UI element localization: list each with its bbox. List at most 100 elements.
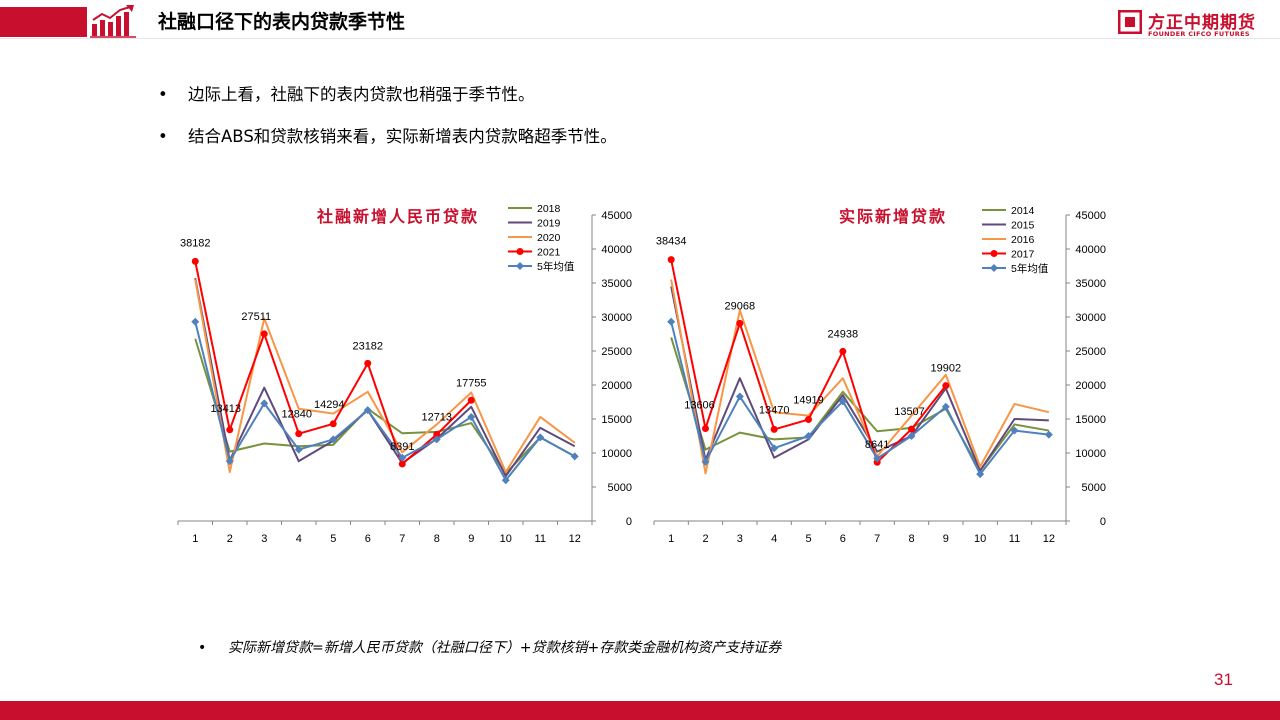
legend-label: 2018 — [537, 203, 561, 215]
footnote-text: 实际新增贷款=新增人民币贷款（社融口径下）+贷款核销+存款类金融机构资产支持证券 — [228, 640, 782, 656]
data-label: 23182 — [352, 340, 383, 352]
x-tick-label: 9 — [468, 533, 474, 545]
series-point-5年均值 — [804, 432, 813, 440]
y-tick-label: 10000 — [601, 448, 632, 460]
series-line-2019 — [194, 278, 576, 478]
series-point-2021 — [433, 431, 441, 439]
data-label: 13507 — [894, 406, 925, 418]
series-point-5年均值 — [941, 402, 950, 411]
series-point-5年均值 — [191, 317, 200, 326]
logo-text-cn: 方正中期期货 — [1148, 13, 1256, 33]
x-tick-label: 4 — [771, 533, 777, 545]
bullet-dot: • — [198, 640, 207, 656]
series-line-5年均值 — [194, 321, 576, 482]
series-point-5年均值 — [770, 444, 779, 453]
y-tick-label: 0 — [1100, 516, 1106, 528]
data-label: 13606 — [684, 399, 715, 411]
y-tick-label: 40000 — [601, 244, 632, 256]
series-point-5年均值 — [294, 445, 303, 454]
legend-label: 2021 — [537, 247, 561, 259]
chart-title: 社融新增人民币贷款 — [316, 207, 479, 226]
x-tick-label: 5 — [330, 533, 336, 545]
bullet-dot: • — [158, 85, 168, 104]
series-line-5年均值 — [670, 321, 1049, 476]
y-tick-label: 20000 — [601, 380, 632, 392]
series-point-2017 — [805, 416, 812, 424]
series-point-5年均值 — [398, 453, 407, 462]
y-tick-label: 45000 — [1075, 210, 1106, 222]
page-title: 社融口径下的表内贷款季节性 — [158, 11, 406, 33]
series-point-2017 — [667, 256, 675, 264]
data-label: 14919 — [793, 395, 824, 407]
header-accent-bar — [0, 7, 87, 37]
series-line-2016 — [670, 279, 1050, 475]
legend-label: 2019 — [537, 218, 561, 230]
data-label: 24938 — [828, 328, 859, 340]
x-tick-label: 9 — [943, 533, 949, 545]
data-label: 13470 — [759, 404, 790, 416]
series-point-5年均值 — [976, 470, 985, 479]
x-tick-label: 8 — [908, 533, 914, 545]
page-number: 31 — [1214, 670, 1233, 689]
data-label: 38182 — [180, 237, 211, 249]
y-tick-label: 20000 — [1075, 380, 1106, 392]
x-tick-label: 11 — [1009, 533, 1020, 545]
legend-marker-5年均值 — [990, 264, 998, 272]
y-tick-label: 30000 — [601, 312, 632, 324]
y-tick-label: 30000 — [1075, 312, 1106, 324]
series-line-2021 — [194, 261, 472, 465]
y-tick-label: 0 — [626, 516, 632, 528]
footer-bar — [0, 701, 1280, 720]
x-tick-label: 11 — [535, 533, 546, 545]
x-tick-label: 10 — [974, 533, 986, 545]
data-label: 19902 — [931, 363, 962, 375]
legend-marker-2021 — [516, 248, 524, 255]
series-point-5年均值 — [501, 476, 510, 485]
x-tick-label: 5 — [805, 533, 811, 545]
series-point-5年均值 — [329, 435, 338, 444]
x-tick-label: 8 — [434, 533, 440, 545]
y-tick-label: 10000 — [1075, 448, 1106, 460]
series-point-2021 — [191, 257, 199, 265]
series-point-2017 — [702, 424, 709, 432]
bullet-dot: • — [158, 127, 168, 146]
series-point-5年均值 — [1010, 426, 1019, 435]
y-tick-label: 35000 — [601, 278, 632, 290]
legend-label: 5年均值 — [537, 260, 575, 273]
chart-title: 实际新增贷款 — [839, 207, 947, 226]
legend-label: 2020 — [537, 232, 561, 244]
series-line-2017 — [670, 259, 947, 464]
bullet-text: 边际上看，社融下的表内贷款也稍强于季节性。 — [188, 85, 535, 104]
x-tick-label: 10 — [500, 533, 512, 545]
x-tick-label: 3 — [737, 533, 743, 545]
series-point-5年均值 — [1044, 430, 1053, 439]
y-tick-label: 35000 — [1075, 278, 1106, 290]
x-tick-label: 7 — [874, 533, 880, 545]
legend-label: 2015 — [1011, 220, 1035, 232]
series-line-2020 — [194, 279, 576, 474]
company-logo: 方正中期期货 FOUNDER CIFCO FUTURES — [1118, 8, 1268, 42]
series-point-2021 — [329, 420, 337, 428]
legend-label: 5年均值 — [1011, 262, 1049, 275]
y-tick-label: 25000 — [601, 346, 632, 358]
x-tick-label: 2 — [702, 533, 708, 545]
logo-text-en: FOUNDER CIFCO FUTURES — [1148, 30, 1250, 38]
data-label: 38434 — [656, 236, 687, 248]
bullet-point-1: • 边际上看，社融下的表内贷款也稍强于季节性。 — [158, 81, 535, 105]
series-point-2021 — [467, 396, 475, 404]
footnote: • 实际新增贷款=新增人民币贷款（社融口径下）+贷款核销+存款类金融机构资产支持证… — [198, 637, 781, 657]
y-tick-label: 15000 — [601, 414, 632, 426]
series-point-5年均值 — [873, 454, 882, 463]
data-label: 14294 — [314, 399, 345, 411]
data-label: 12840 — [281, 409, 312, 421]
series-point-5年均值 — [570, 452, 579, 461]
y-tick-label: 25000 — [1075, 346, 1106, 358]
series-point-5年均值 — [735, 392, 744, 401]
series-point-2017 — [770, 425, 778, 433]
x-tick-label: 2 — [227, 533, 233, 545]
legend-label: 2014 — [1011, 205, 1035, 217]
x-tick-label: 1 — [192, 533, 198, 545]
x-tick-label: 12 — [569, 533, 581, 545]
y-tick-label: 5000 — [608, 482, 632, 494]
